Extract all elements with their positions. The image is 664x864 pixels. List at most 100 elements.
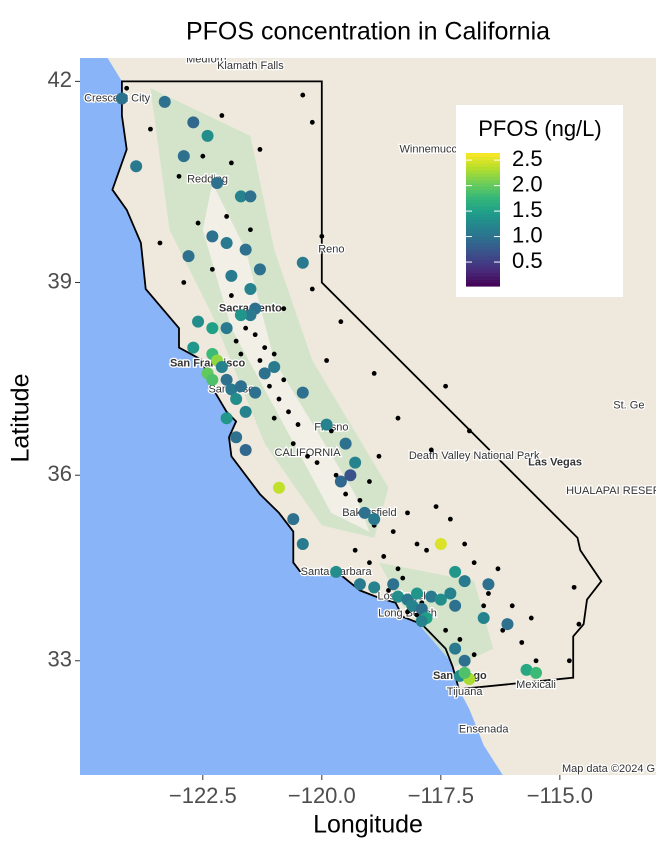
pfos-point <box>296 386 309 399</box>
colorbar-segment <box>466 276 500 280</box>
map-label: St. Ge <box>613 399 644 411</box>
nondetect-point <box>462 541 468 547</box>
nondetect-point <box>176 173 182 179</box>
pfos-point <box>320 418 333 431</box>
x-tick-label: −120.0 <box>288 783 356 808</box>
pfos-point <box>225 383 238 396</box>
map-label: HUALAPAI RESERV <box>566 485 664 497</box>
nondetect-point <box>148 126 153 132</box>
pfos-point <box>415 602 428 615</box>
pfos-point <box>206 322 219 335</box>
nondetect-point <box>328 428 334 434</box>
pfos-point <box>230 393 243 406</box>
pfos-point <box>358 506 371 519</box>
colorbar-tick-label: 2.5 <box>512 146 543 171</box>
chart-title: PFOS concentration in California <box>186 18 550 46</box>
pfos-point <box>201 129 214 142</box>
colorbar-segment <box>466 279 500 284</box>
nondetect-point <box>414 612 420 618</box>
nondetect-point <box>343 491 349 497</box>
colorbar-segment <box>466 232 500 237</box>
map-label: Reno <box>318 243 344 255</box>
nondetect-point <box>395 566 401 572</box>
colorbar-segment <box>466 246 500 251</box>
nondetect-point <box>276 396 282 402</box>
y-tick-label: 33 <box>48 647 72 672</box>
nondetect-point <box>457 637 463 642</box>
pfos-point <box>230 431 243 444</box>
pfos-point <box>296 538 309 551</box>
nondetect-point <box>471 652 477 658</box>
nondetect-point <box>414 541 420 547</box>
nondetect-point <box>181 280 187 285</box>
pfos-point <box>215 360 228 373</box>
nondetect-point <box>371 370 377 376</box>
nondetect-point <box>433 504 439 510</box>
map-label: CALIFORNIA <box>275 447 342 459</box>
pfos-point <box>239 443 252 456</box>
pfos-point <box>272 481 285 494</box>
colorbar-segment <box>466 239 500 244</box>
pfos-point <box>225 269 238 282</box>
nondetect-point <box>500 627 506 633</box>
nondetect-point <box>376 453 382 459</box>
nondetect-point <box>271 351 277 357</box>
nondetect-point <box>447 516 453 522</box>
nondetect-point <box>309 119 315 125</box>
nondetect-point <box>248 227 253 233</box>
colorbar-segment <box>466 206 500 211</box>
nondetect-point <box>519 640 525 645</box>
pfos-point <box>211 177 224 190</box>
nondetect-point <box>338 319 344 325</box>
colorbar-segment <box>466 259 500 264</box>
map-label: Ensenada <box>459 723 509 735</box>
nondetect-point <box>157 240 163 246</box>
pfos-point <box>253 263 266 276</box>
colorbar-segment <box>466 166 500 171</box>
pfos-point <box>220 236 233 249</box>
colorbar-segment <box>466 269 500 274</box>
pfos-point <box>258 367 271 380</box>
pfos-point <box>391 590 404 603</box>
nondetect-point <box>405 609 410 615</box>
colorbar-segment <box>466 222 500 227</box>
nondetect-point <box>195 220 201 226</box>
colorbar-tick-label: 1.5 <box>512 197 543 222</box>
pfos-point <box>239 243 252 256</box>
map-label: Las Vegas <box>528 457 582 469</box>
y-axis-title: Latitude <box>7 374 35 463</box>
pfos-point <box>296 256 309 269</box>
pfos-point <box>249 386 262 399</box>
nondetect-point <box>566 658 572 664</box>
pfos-point <box>458 575 471 588</box>
nondetect-point <box>314 460 320 466</box>
nondetect-point <box>295 422 301 427</box>
pfos-point <box>406 599 419 612</box>
colorbar-segment <box>466 236 500 241</box>
x-tick-label: −122.5 <box>169 783 237 808</box>
pfos-point <box>411 587 424 600</box>
nondetect-point <box>443 383 448 389</box>
colorbar-tick-label: 2.0 <box>512 171 543 196</box>
colorbar-segment <box>466 196 500 201</box>
colorbar-tick-label: 1.0 <box>512 222 543 247</box>
nondetect-point <box>576 621 582 627</box>
pfos-point <box>192 315 205 328</box>
nondetect-point <box>352 547 358 553</box>
pfos-point <box>449 642 462 655</box>
map-label: Tijuana <box>447 686 484 698</box>
pfos-point <box>220 412 233 425</box>
pfos-point <box>206 373 219 386</box>
colorbar-segment <box>466 249 500 254</box>
pfos-point <box>368 513 381 526</box>
pfos-point <box>220 373 233 386</box>
pfos-point <box>244 309 257 322</box>
nondetect-point <box>428 447 434 453</box>
colorbar-segment <box>466 226 500 231</box>
pfos-point <box>187 116 200 129</box>
colorbar-segment <box>466 219 500 224</box>
nondetect-point <box>233 338 239 344</box>
x-tick-label: −115.0 <box>527 783 593 808</box>
colorbar-segment <box>466 156 500 161</box>
